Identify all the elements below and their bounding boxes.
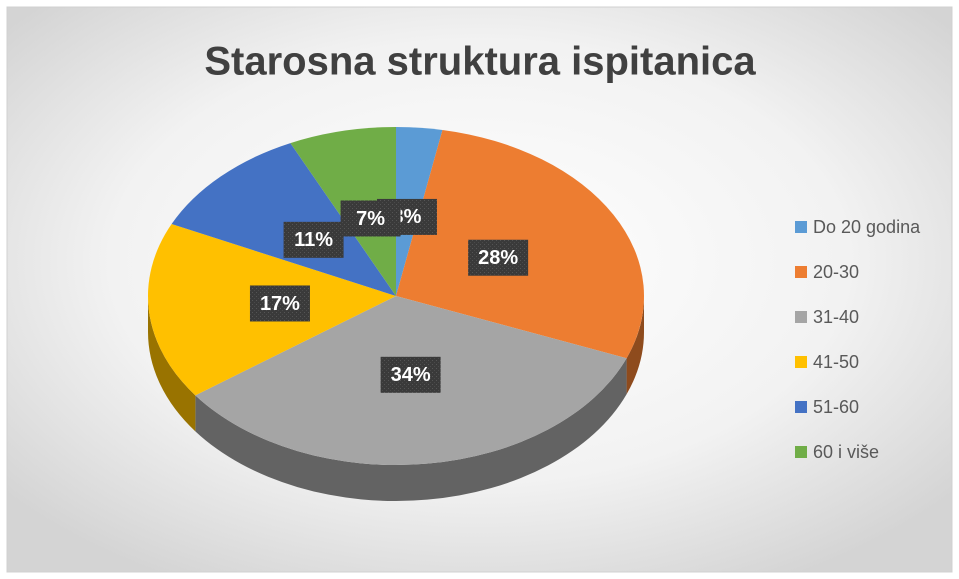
legend-label: Do 20 godina bbox=[813, 217, 921, 237]
data-label-box bbox=[468, 239, 529, 276]
data-label-box bbox=[340, 200, 401, 237]
slice-side bbox=[195, 358, 627, 502]
legend-swatch bbox=[795, 401, 807, 413]
legend-label: 20-30 bbox=[813, 262, 859, 282]
slice-side bbox=[148, 296, 196, 432]
legend-label: 60 i više bbox=[813, 442, 879, 462]
data-label-box bbox=[380, 356, 441, 393]
chart-title: Starosna struktura ispitanica bbox=[204, 40, 756, 84]
legend-label: 31-40 bbox=[813, 307, 859, 327]
legend-swatch bbox=[795, 446, 807, 458]
data-label: 11% bbox=[294, 229, 333, 251]
legend-swatch bbox=[795, 221, 807, 233]
data-label: 34% bbox=[391, 364, 431, 386]
data-label: 7% bbox=[356, 208, 385, 230]
data-label-box bbox=[249, 285, 310, 322]
data-label: 28% bbox=[478, 247, 518, 269]
legend-label: 41-50 bbox=[813, 352, 859, 372]
legend-label: 51-60 bbox=[813, 397, 859, 417]
data-label: 17% bbox=[260, 293, 300, 315]
slice-side bbox=[626, 296, 644, 395]
data-label-box bbox=[283, 221, 344, 258]
legend-swatch bbox=[795, 356, 807, 368]
legend-swatch bbox=[795, 266, 807, 278]
legend-swatch bbox=[795, 311, 807, 323]
